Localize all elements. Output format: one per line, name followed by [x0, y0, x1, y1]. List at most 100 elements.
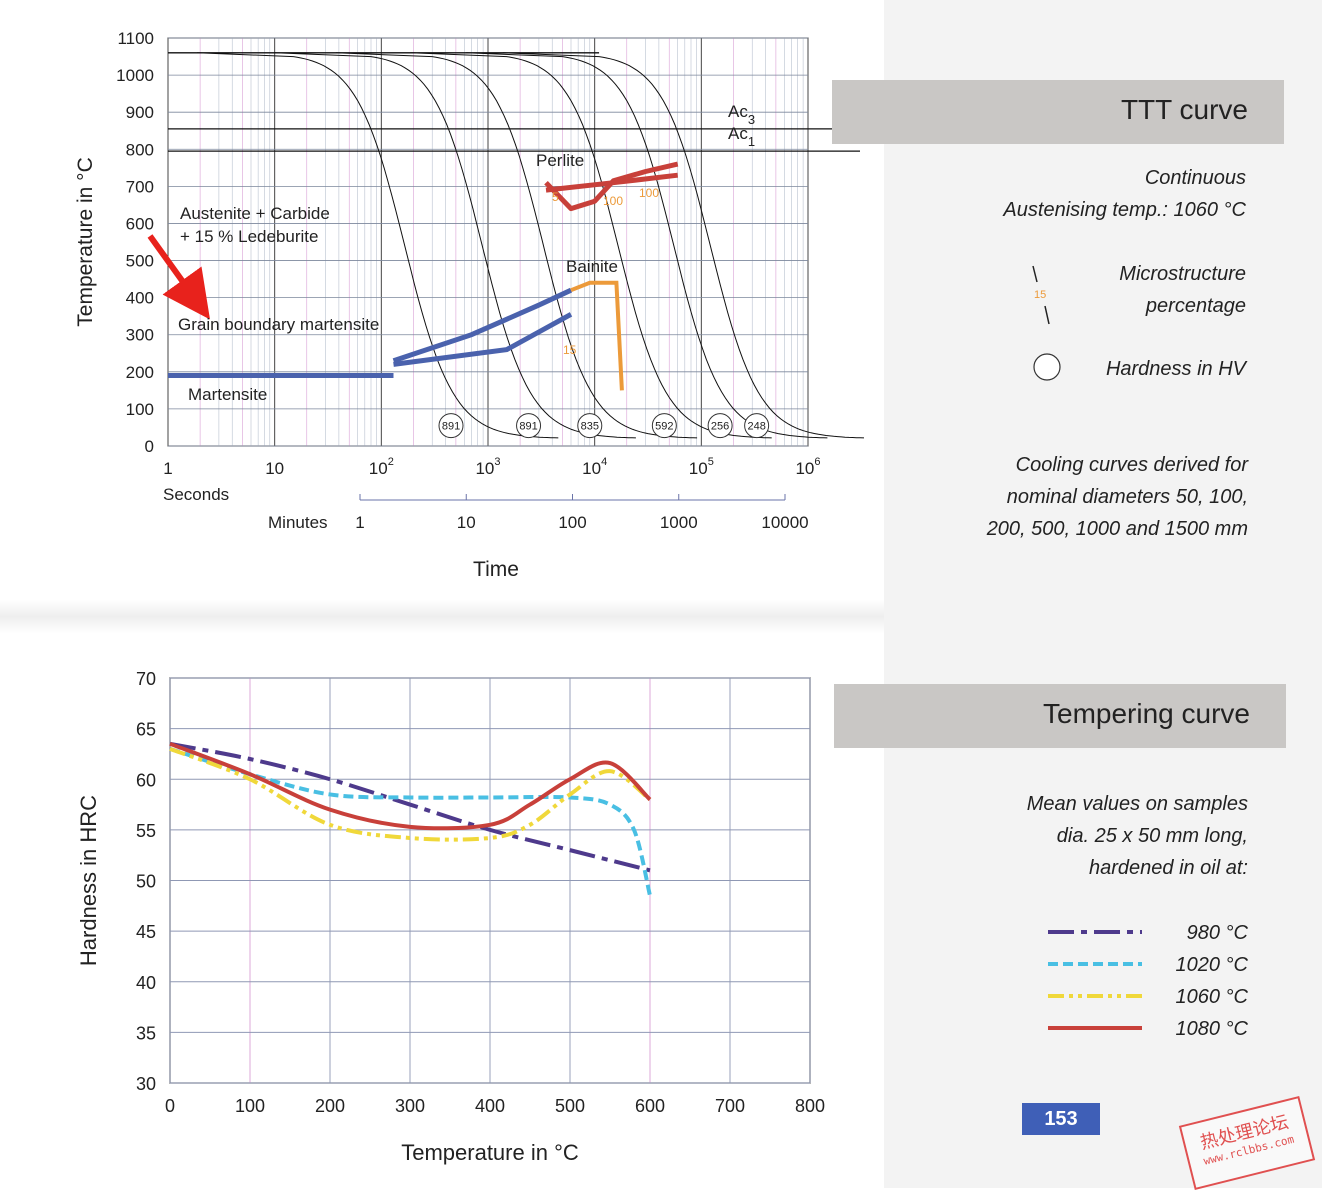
- cooling-curve: [197, 52, 559, 439]
- perlite-region-lower: [545, 172, 678, 193]
- ttt-x-tick-exponent: 5: [708, 456, 714, 468]
- hardness-value: 256: [711, 421, 729, 433]
- tempering-y-tick-label: 70: [136, 669, 156, 689]
- ttt-mode-text: Continuous: [1144, 167, 1246, 189]
- hardness-circle: [707, 413, 733, 439]
- ttt-x-tick-label: 103: [475, 456, 500, 478]
- tempering-legend: 980 °C 1020 °C 1060 °C 1080 °C: [1048, 922, 1249, 1040]
- microstructure-legend-icon: 15: [1032, 265, 1050, 325]
- bainite-percent: 15: [563, 343, 577, 357]
- tempering-y-tick-label: 35: [136, 1023, 156, 1043]
- tempering-x-axis-label: Temperature in °C: [401, 1140, 579, 1165]
- tempering-x-tick-label: 700: [715, 1096, 745, 1116]
- microstructure-legend-value: 15: [1034, 289, 1046, 301]
- ttt-header-bar: TTT curve: [832, 80, 1284, 144]
- page-fold: [0, 600, 884, 634]
- ac-subscript: 1: [748, 134, 755, 149]
- cooling-curve: [466, 52, 828, 439]
- ttt-x-axis-label: Time: [473, 558, 519, 581]
- tempering-legend-label: 980 °C: [1187, 922, 1249, 944]
- tempering-header-bar: Tempering curve: [834, 684, 1286, 748]
- ttt-x-tick-exponent: 6: [814, 456, 820, 468]
- minutes-tick-label: 100: [558, 513, 586, 532]
- ttt-y-tick-label: 1100: [117, 29, 154, 48]
- bainite-region: [392, 287, 573, 364]
- ttt-y-tick-label: 300: [126, 326, 154, 345]
- ttt-x-tick-label: 105: [689, 456, 714, 478]
- tempering-legend-label: 1060 °C: [1176, 986, 1249, 1008]
- perlite-percent: 5: [552, 190, 559, 204]
- minutes-tick-label: 10: [457, 513, 476, 532]
- martensite-label: Martensite: [188, 385, 267, 404]
- perlite-percent: 100: [639, 186, 659, 200]
- ttt-x-tick-label: 1: [163, 459, 172, 478]
- ttt-y-tick-label: 600: [126, 214, 154, 233]
- tempering-y-axis-label: Hardness in HRC: [76, 795, 101, 966]
- tempering-header-title: Tempering curve: [1043, 698, 1250, 729]
- ttt-y-tick-label: 400: [126, 289, 154, 308]
- tempering-note-2: dia. 25 x 50 mm long,: [1056, 825, 1248, 847]
- ac-subscript: 3: [748, 112, 755, 127]
- tempering-y-tick-label: 60: [136, 770, 156, 790]
- minutes-tick-label: 1000: [660, 513, 698, 532]
- tempering-y-tick-label: 30: [136, 1074, 156, 1094]
- ttt-x-tick-label: 102: [369, 456, 394, 478]
- cooling-note-1: Cooling curves derived for: [1015, 454, 1248, 476]
- tempering-chart: 0 100 200 300 400 500 600 700 800 30 35 40 45 50 55 60 6…: [76, 669, 825, 1165]
- tempering-y-tick-label: 55: [136, 821, 156, 841]
- minutes-label: Minutes: [268, 513, 328, 532]
- tempering-y-tick-label: 40: [136, 973, 156, 993]
- ttt-y-tick-label: 800: [126, 140, 154, 159]
- microstructure-label-1: Microstructure: [1119, 263, 1246, 285]
- tempering-x-tick-label: 200: [315, 1096, 345, 1116]
- minutes-tick-label: 1: [355, 513, 364, 532]
- tempering-x-tick-label: 0: [165, 1096, 175, 1116]
- tempering-legend-label: 1080 °C: [1176, 1018, 1249, 1040]
- bainite-region-lower: [393, 312, 573, 367]
- sidebar-panel: [884, 0, 1322, 1188]
- ttt-x-tick-exponent: 4: [601, 456, 607, 468]
- grain-boundary-martensite-label: Grain boundary martensite: [178, 315, 379, 334]
- hardness-legend-label: Hardness in HV: [1105, 358, 1246, 380]
- hardness-value: 248: [747, 421, 765, 433]
- bainite-transition-line: [570, 280, 624, 391]
- perlite-region: [544, 161, 679, 212]
- hardness-circle: [744, 413, 770, 439]
- ttt-y-tick-label: 0: [145, 437, 154, 456]
- bainite-label: Bainite: [566, 257, 618, 276]
- cooling-note-3: 200, 500, 1000 and 1500 mm: [986, 518, 1248, 540]
- ledeburite-label: + 15 % Ledeburite: [180, 227, 318, 246]
- hardness-circle: [651, 413, 677, 439]
- ttt-y-tick-label: 500: [126, 252, 154, 271]
- tempering-series-line: [169, 741, 651, 873]
- hardness-circle: [438, 413, 464, 439]
- hardness-value: 835: [581, 421, 599, 433]
- ttt-x-tick-exponent: 3: [494, 456, 500, 468]
- seconds-label: Seconds: [163, 485, 229, 504]
- perlite-percent: 100: [603, 194, 623, 208]
- hardness-value: 891: [519, 421, 537, 433]
- ttt-y-tick-label: 200: [126, 363, 154, 382]
- minutes-tick-label: 10000: [761, 513, 808, 532]
- tempering-x-tick-label: 600: [635, 1096, 665, 1116]
- tempering-note-3: hardened in oil at:: [1088, 857, 1248, 879]
- ttt-chart: 1 10 102 103 104 105 1060100200300400500600700…: [74, 29, 865, 581]
- austenite-carbide-label: Austenite + Carbide: [180, 204, 330, 223]
- tempering-series-line: [169, 747, 652, 842]
- ttt-y-tick-label: 100: [126, 400, 154, 419]
- ttt-y-tick-label: 1000: [116, 66, 154, 85]
- tempering-y-tick-label: 45: [136, 922, 156, 942]
- ttt-x-tick-label: 10: [265, 459, 284, 478]
- microstructure-label-2: percentage: [1145, 295, 1246, 317]
- ttt-x-tick-label: 106: [795, 456, 820, 478]
- tempering-x-tick-label: 400: [475, 1096, 505, 1116]
- tempering-x-tick-label: 500: [555, 1096, 585, 1116]
- ttt-austenising-text: Austenising temp.: 1060 °C: [1003, 199, 1246, 221]
- tempering-y-tick-label: 50: [136, 872, 156, 892]
- tempering-legend-label: 1020 °C: [1176, 954, 1249, 976]
- ttt-y-axis-label: Temperature in °C: [74, 157, 97, 326]
- tempering-x-tick-label: 100: [235, 1096, 265, 1116]
- ttt-x-tick-label: 104: [582, 456, 607, 478]
- hardness-value: 891: [442, 421, 460, 433]
